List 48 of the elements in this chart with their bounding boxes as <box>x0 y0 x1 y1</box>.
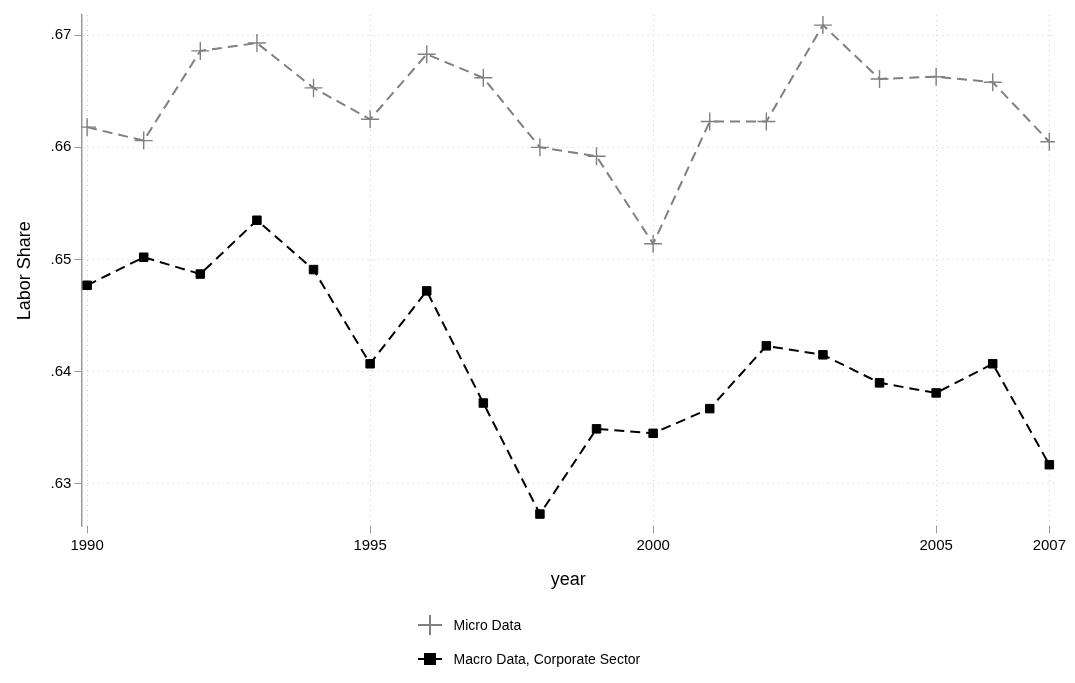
x-tick-label: 2007 <box>1032 535 1067 553</box>
point <box>303 78 324 98</box>
y-tick-label: .66 <box>50 137 72 155</box>
point <box>247 33 267 53</box>
point <box>417 44 437 64</box>
point <box>761 341 772 351</box>
y-tick-label: .67 <box>50 25 72 43</box>
y-axis-title: Labor Share <box>13 221 34 321</box>
point <box>473 68 494 88</box>
point <box>134 130 154 151</box>
point <box>869 69 890 89</box>
x-tick-label: 2000 <box>636 535 670 553</box>
point <box>931 388 941 398</box>
x-tick-label: 1990 <box>70 535 104 553</box>
point <box>360 109 380 129</box>
point <box>643 234 663 254</box>
point <box>530 137 550 158</box>
point <box>926 66 946 87</box>
point <box>818 350 828 360</box>
y-tick-label: .65 <box>50 249 72 267</box>
y-tick-label: .63 <box>50 473 72 491</box>
point <box>591 424 602 434</box>
point <box>190 41 211 61</box>
point <box>988 359 998 369</box>
point <box>586 146 607 167</box>
point <box>983 72 1003 92</box>
point <box>1044 459 1055 470</box>
point <box>138 252 149 262</box>
point <box>82 280 92 291</box>
point <box>813 15 833 35</box>
point <box>700 111 720 132</box>
y-tick-label: .64 <box>50 361 72 379</box>
point <box>195 269 206 279</box>
x-tick-label: 1995 <box>353 535 387 553</box>
point <box>421 286 432 296</box>
point <box>756 111 777 132</box>
point <box>535 509 545 519</box>
point <box>648 428 658 439</box>
point <box>252 215 262 225</box>
point <box>704 403 715 414</box>
point <box>365 359 375 369</box>
legend-label: Micro Data <box>453 617 522 633</box>
point <box>308 264 319 275</box>
point <box>874 378 885 388</box>
x-axis-title: year <box>550 569 586 590</box>
legend-label: Macro Data, Corporate Sector <box>453 651 641 667</box>
x-tick-label: 2005 <box>919 535 953 553</box>
point <box>478 398 489 408</box>
